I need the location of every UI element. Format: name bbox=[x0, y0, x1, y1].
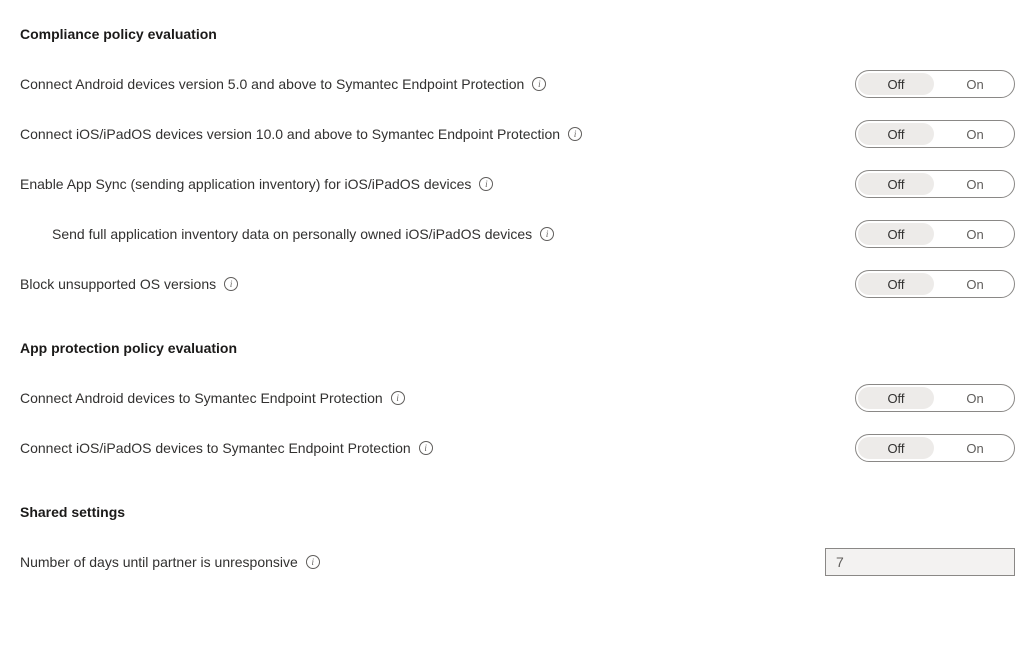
toggle-full-inventory[interactable]: Off On bbox=[855, 220, 1015, 248]
input-days-unresponsive[interactable] bbox=[825, 548, 1015, 576]
label-android-app-protection: Connect Android devices to Symantec Endp… bbox=[20, 390, 383, 406]
label-days-unresponsive: Number of days until partner is unrespon… bbox=[20, 554, 298, 570]
toggle-off[interactable]: Off bbox=[858, 273, 934, 295]
heading-app-protection: App protection policy evaluation bbox=[20, 340, 1015, 356]
info-icon[interactable]: i bbox=[540, 227, 554, 241]
info-icon[interactable]: i bbox=[391, 391, 405, 405]
info-icon[interactable]: i bbox=[532, 77, 546, 91]
row-full-inventory: Send full application inventory data on … bbox=[20, 220, 1015, 248]
toggle-off[interactable]: Off bbox=[858, 437, 934, 459]
row-ios-compliance: Connect iOS/iPadOS devices version 10.0 … bbox=[20, 120, 1015, 148]
toggle-ios-app-protection[interactable]: Off On bbox=[855, 434, 1015, 462]
toggle-off[interactable]: Off bbox=[858, 73, 934, 95]
toggle-block-unsupported[interactable]: Off On bbox=[855, 270, 1015, 298]
info-icon[interactable]: i bbox=[306, 555, 320, 569]
info-icon[interactable]: i bbox=[419, 441, 433, 455]
row-app-sync: Enable App Sync (sending application inv… bbox=[20, 170, 1015, 198]
toggle-android-app-protection[interactable]: Off On bbox=[855, 384, 1015, 412]
toggle-off[interactable]: Off bbox=[858, 173, 934, 195]
toggle-off[interactable]: Off bbox=[858, 223, 934, 245]
info-icon[interactable]: i bbox=[224, 277, 238, 291]
row-block-unsupported: Block unsupported OS versions i Off On bbox=[20, 270, 1015, 298]
toggle-on[interactable]: On bbox=[936, 385, 1014, 411]
toggle-on[interactable]: On bbox=[936, 221, 1014, 247]
toggle-ios-compliance[interactable]: Off On bbox=[855, 120, 1015, 148]
toggle-on[interactable]: On bbox=[936, 121, 1014, 147]
label-ios-compliance: Connect iOS/iPadOS devices version 10.0 … bbox=[20, 126, 560, 142]
toggle-on[interactable]: On bbox=[936, 71, 1014, 97]
toggle-app-sync[interactable]: Off On bbox=[855, 170, 1015, 198]
info-icon[interactable]: i bbox=[479, 177, 493, 191]
heading-shared: Shared settings bbox=[20, 504, 1015, 520]
row-ios-app-protection: Connect iOS/iPadOS devices to Symantec E… bbox=[20, 434, 1015, 462]
toggle-android-compliance[interactable]: Off On bbox=[855, 70, 1015, 98]
row-days-unresponsive: Number of days until partner is unrespon… bbox=[20, 548, 1015, 576]
label-full-inventory: Send full application inventory data on … bbox=[52, 226, 532, 242]
row-android-compliance: Connect Android devices version 5.0 and … bbox=[20, 70, 1015, 98]
toggle-on[interactable]: On bbox=[936, 271, 1014, 297]
toggle-off[interactable]: Off bbox=[858, 387, 934, 409]
label-android-compliance: Connect Android devices version 5.0 and … bbox=[20, 76, 524, 92]
row-android-app-protection: Connect Android devices to Symantec Endp… bbox=[20, 384, 1015, 412]
label-app-sync: Enable App Sync (sending application inv… bbox=[20, 176, 471, 192]
toggle-on[interactable]: On bbox=[936, 171, 1014, 197]
label-ios-app-protection: Connect iOS/iPadOS devices to Symantec E… bbox=[20, 440, 411, 456]
info-icon[interactable]: i bbox=[568, 127, 582, 141]
toggle-on[interactable]: On bbox=[936, 435, 1014, 461]
toggle-off[interactable]: Off bbox=[858, 123, 934, 145]
heading-compliance: Compliance policy evaluation bbox=[20, 26, 1015, 42]
label-block-unsupported: Block unsupported OS versions bbox=[20, 276, 216, 292]
